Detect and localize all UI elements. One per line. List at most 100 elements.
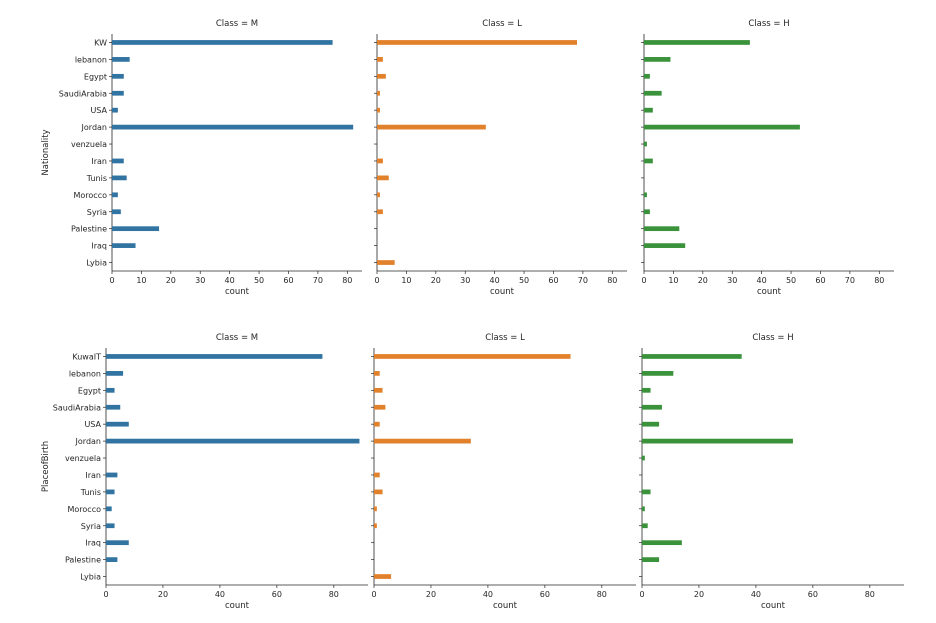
facet-panel: Class = M KW lebanon Egypt SaudiArabia USA Jor… — [59, 19, 362, 297]
x-axis-title: count — [761, 601, 786, 611]
bar — [642, 387, 651, 393]
x-tick-label: 0 — [371, 590, 376, 599]
panel-title: Class = H — [748, 19, 789, 29]
x-axis-title: count — [225, 601, 250, 611]
x-tick-label: 50 — [254, 276, 264, 285]
bar — [112, 243, 136, 248]
y-tick-label: USA — [90, 106, 107, 115]
bar — [112, 107, 118, 113]
bar — [642, 404, 662, 410]
x-tick-label: 60 — [272, 590, 282, 599]
x-tick-label: 70 — [313, 276, 323, 285]
bar — [112, 57, 130, 62]
facet-panel: Class = L 0 10 20 30 40 50 60 70 80 count — [374, 19, 627, 297]
y-axis-title: PlaceofBirth — [41, 441, 51, 492]
y-tick-label: Iran — [91, 157, 107, 166]
x-tick-label: 80 — [865, 590, 875, 599]
y-tick-label: Iran — [85, 471, 101, 480]
y-tick-label: Palestine — [65, 556, 101, 565]
bar — [642, 371, 674, 376]
bar — [112, 40, 333, 45]
x-tick-label: 40 — [490, 276, 500, 285]
bar — [377, 209, 383, 215]
x-tick-label: 20 — [431, 276, 441, 285]
facet-panel: Class = H 0 10 20 30 40 50 60 70 80 count — [641, 19, 894, 297]
bar — [374, 523, 377, 529]
bar — [106, 404, 121, 410]
bar — [377, 158, 383, 164]
bar — [106, 540, 129, 546]
bar — [106, 472, 118, 478]
bar — [644, 73, 650, 79]
y-tick-label: Lybia — [86, 259, 107, 268]
x-tick-label: 30 — [195, 276, 205, 285]
panel-title: Class = L — [485, 333, 525, 343]
bar — [112, 209, 121, 215]
y-tick-label: Iraq — [91, 242, 107, 251]
y-tick-label: Lybia — [80, 573, 101, 582]
bar — [642, 421, 660, 427]
bar — [374, 387, 383, 393]
bar — [644, 192, 647, 198]
bar — [377, 107, 380, 113]
bar — [374, 472, 380, 478]
facet-panel: Class = L 0 20 40 60 80 count — [371, 333, 636, 611]
bar — [112, 90, 124, 96]
x-tick-label: 80 — [607, 276, 617, 285]
y-tick-label: Syria — [81, 522, 101, 531]
x-axis-title: count — [493, 601, 518, 611]
x-tick-label: 40 — [225, 276, 235, 285]
y-tick-label: Tunis — [80, 488, 101, 497]
x-tick-label: 0 — [639, 590, 644, 599]
bar — [106, 489, 115, 495]
bar — [377, 192, 380, 198]
bar — [377, 57, 383, 62]
x-tick-label: 30 — [727, 276, 737, 285]
x-tick-label: 80 — [597, 590, 607, 599]
x-tick-label: 40 — [215, 590, 225, 599]
x-tick-label: 20 — [166, 276, 176, 285]
bar — [644, 243, 686, 248]
panel-title: Class = M — [216, 19, 258, 29]
bar — [377, 90, 380, 96]
bar — [642, 489, 651, 495]
bar — [377, 260, 395, 265]
bar — [644, 141, 647, 147]
x-tick-label: 60 — [283, 276, 293, 285]
bar — [106, 506, 112, 512]
x-tick-label: 0 — [641, 276, 646, 285]
bar — [106, 438, 360, 444]
facet-panel: Class = M KuwaIT lebanon Egypt SaudiArabia US… — [53, 333, 368, 611]
x-axis-title: count — [225, 287, 250, 297]
x-tick-label: 70 — [578, 276, 588, 285]
bar — [642, 438, 793, 444]
panel-title: Class = L — [482, 19, 522, 29]
bar — [374, 438, 471, 444]
bar — [644, 40, 750, 45]
x-tick-label: 40 — [483, 590, 493, 599]
x-tick-label: 80 — [329, 590, 339, 599]
x-tick-label: 60 — [815, 276, 825, 285]
x-tick-label: 0 — [103, 590, 108, 599]
bar — [377, 124, 486, 130]
y-tick-label: Jordan — [75, 437, 101, 446]
y-tick-label: Tunis — [86, 174, 107, 183]
y-tick-label: lebanon — [75, 55, 107, 64]
bar — [374, 354, 571, 359]
bar — [644, 209, 650, 215]
y-tick-label: Palestine — [71, 225, 107, 234]
panel-title: Class = M — [216, 333, 258, 343]
bar — [642, 354, 742, 359]
bar — [644, 226, 680, 232]
bar — [644, 90, 662, 96]
panel-title: Class = H — [752, 333, 793, 343]
bar — [106, 354, 323, 359]
x-tick-label: 0 — [109, 276, 114, 285]
bar — [642, 523, 648, 529]
y-tick-label: Iraq — [85, 539, 101, 548]
bar — [644, 57, 671, 62]
x-axis-title: count — [757, 287, 782, 297]
bar — [106, 557, 118, 562]
x-tick-label: 20 — [694, 590, 704, 599]
